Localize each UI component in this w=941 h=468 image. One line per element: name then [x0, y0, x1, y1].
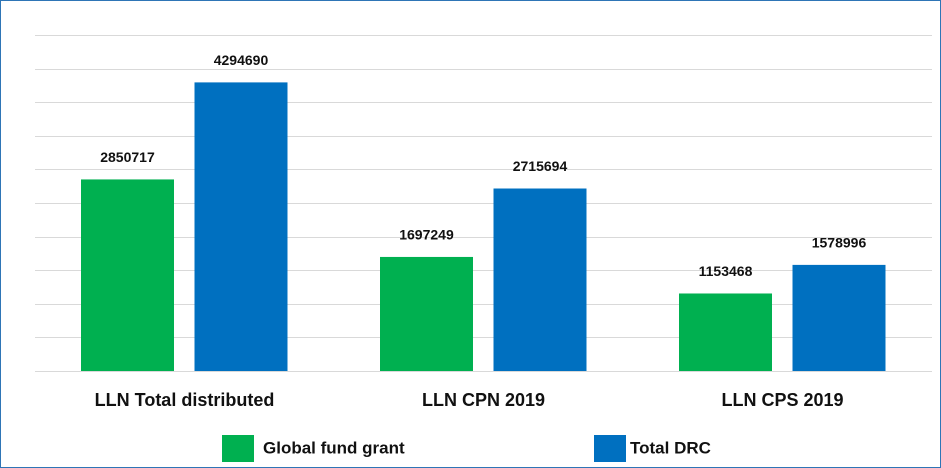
data-label: 2715694	[513, 158, 568, 174]
x-tick-label: LLN CPS 2019	[721, 390, 843, 410]
x-tick-label: LLN Total distributed	[95, 390, 275, 410]
data-label: 2850717	[100, 149, 155, 165]
legend-swatch	[222, 435, 254, 462]
bar	[380, 256, 473, 371]
x-tick-label: LLN CPN 2019	[422, 390, 545, 410]
data-label: 1697249	[399, 227, 454, 243]
bar	[194, 82, 288, 371]
bar	[493, 188, 587, 371]
bar	[792, 264, 886, 371]
data-label: 1578996	[812, 235, 867, 251]
bar	[679, 293, 772, 371]
legend-label: Total DRC	[630, 438, 711, 457]
bar	[81, 179, 174, 371]
data-label: 1153468	[699, 263, 753, 279]
legend-label: Global fund grant	[263, 438, 405, 457]
legend-swatch	[594, 435, 626, 462]
data-label: 4294690	[214, 52, 269, 68]
